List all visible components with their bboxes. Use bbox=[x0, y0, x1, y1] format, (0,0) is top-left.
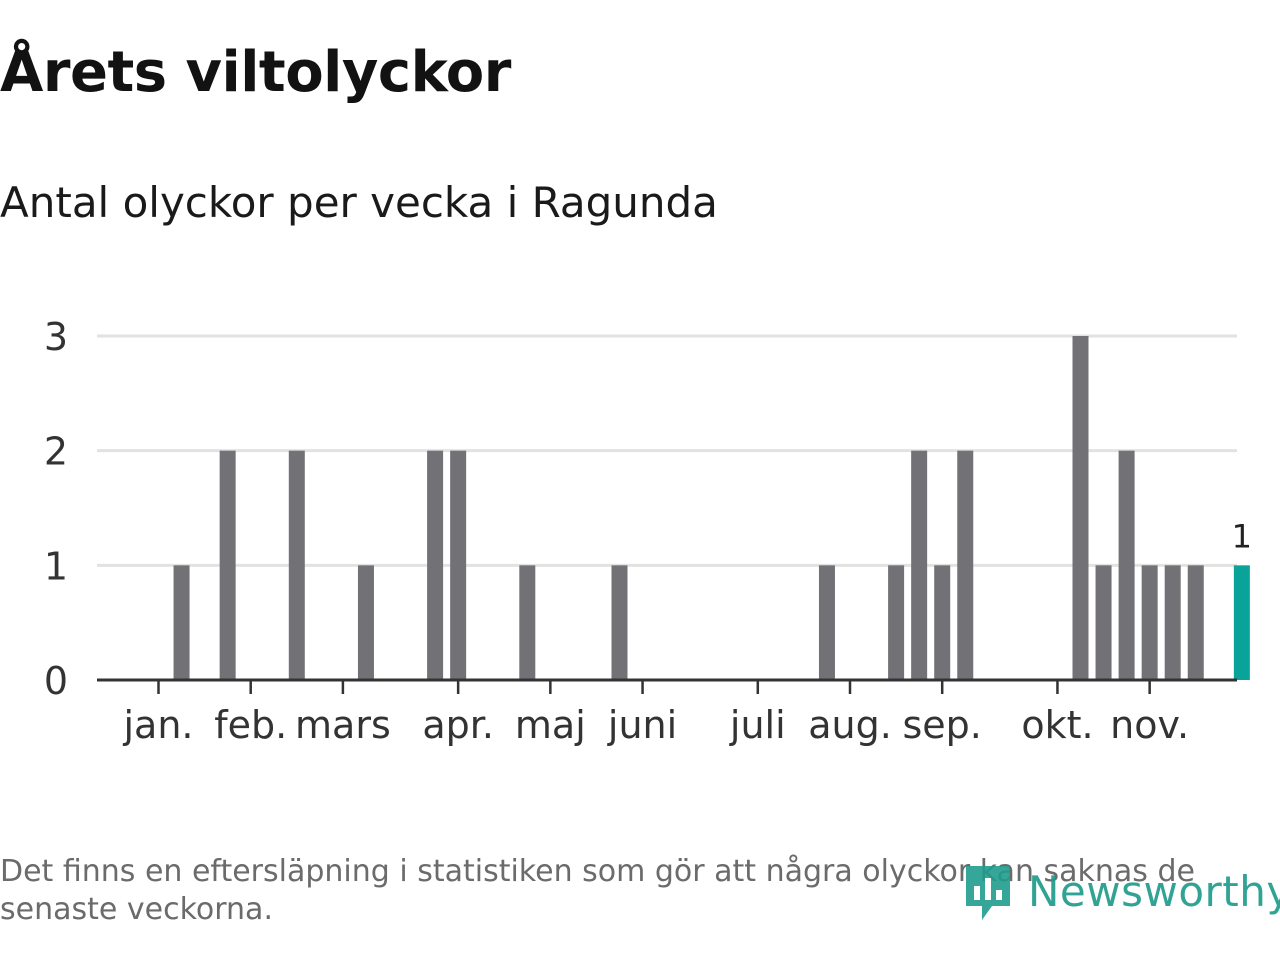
y-tick-label-0: 0 bbox=[44, 659, 68, 703]
bar-week-35 bbox=[934, 565, 951, 680]
bar-week-14 bbox=[450, 450, 467, 680]
x-tick-label-jan.: jan. bbox=[122, 703, 193, 747]
y-tick-label-3: 3 bbox=[44, 315, 68, 359]
bar-week-44 bbox=[1141, 565, 1158, 680]
newsworthy-logo-text: Newsworthy bbox=[1028, 866, 1280, 916]
bar-week-13 bbox=[427, 450, 444, 680]
x-tick-label-okt.: okt. bbox=[1021, 703, 1093, 747]
x-tick-label-feb.: feb. bbox=[214, 703, 287, 747]
bar-week-7 bbox=[288, 450, 305, 680]
x-tick-label-apr.: apr. bbox=[422, 703, 494, 747]
latest-value-label: 1 bbox=[1232, 517, 1252, 555]
bar-week-2 bbox=[173, 565, 190, 680]
x-tick-label-nov.: nov. bbox=[1110, 703, 1189, 747]
bar-latest-week bbox=[1233, 565, 1250, 680]
bar-week-46 bbox=[1187, 565, 1204, 680]
bar-week-34 bbox=[911, 450, 928, 680]
chart-subtitle: Antal olyckor per vecka i Ragunda bbox=[0, 178, 718, 227]
bar-week-4 bbox=[219, 450, 236, 680]
x-tick-label-juni: juni bbox=[607, 703, 677, 747]
x-tick-label-aug.: aug. bbox=[808, 703, 892, 747]
bar-week-36 bbox=[957, 450, 974, 680]
bar-week-43 bbox=[1118, 450, 1135, 680]
bar-week-21 bbox=[611, 565, 628, 680]
bar-week-30 bbox=[818, 565, 835, 680]
x-tick-label-maj: maj bbox=[515, 703, 586, 747]
newsworthy-logo-icon bbox=[966, 866, 1010, 920]
bar-week-41 bbox=[1072, 336, 1089, 680]
newsworthy-logo: Newsworthy bbox=[962, 858, 1280, 924]
weekly-accidents-bar-chart: 0 1 2 3 1 jan. feb. mars apr. maj juni juli aug. sep.… bbox=[44, 315, 1252, 747]
bar-week-10 bbox=[357, 565, 374, 680]
x-tick-label-juli: juli bbox=[729, 703, 786, 747]
y-tick-label-1: 1 bbox=[44, 544, 68, 588]
bar-week-42 bbox=[1095, 565, 1112, 680]
bar-week-45 bbox=[1164, 565, 1181, 680]
bar-week-17 bbox=[519, 565, 536, 680]
x-tick-label-sep.: sep. bbox=[903, 703, 982, 747]
bar-week-33 bbox=[888, 565, 905, 680]
x-tick-label-mars: mars bbox=[295, 703, 391, 747]
chart-title: Årets viltolyckor bbox=[0, 40, 511, 105]
y-tick-label-2: 2 bbox=[44, 430, 68, 474]
